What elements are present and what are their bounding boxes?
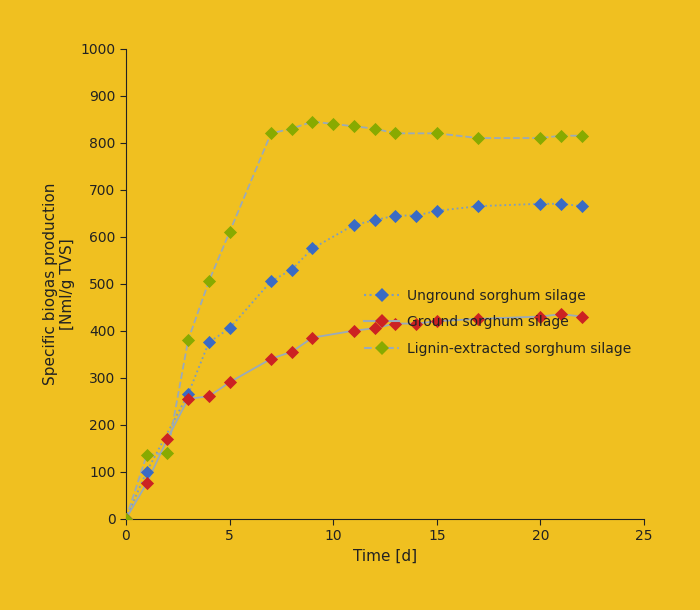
Point <box>390 129 401 138</box>
Point <box>431 129 442 138</box>
Point <box>224 323 235 333</box>
Point <box>473 201 484 211</box>
Point <box>349 220 360 230</box>
Point <box>286 124 297 134</box>
Point <box>390 210 401 220</box>
Point <box>369 124 380 134</box>
Point <box>369 323 380 333</box>
Point <box>431 206 442 216</box>
Point <box>576 131 587 140</box>
Point <box>349 121 360 131</box>
Point <box>307 117 318 126</box>
Point <box>265 276 276 286</box>
Point <box>183 394 194 404</box>
Point <box>431 317 442 326</box>
Point <box>410 210 421 220</box>
Y-axis label: Specific biogas production
[Nml/g TVS]: Specific biogas production [Nml/g TVS] <box>43 182 75 385</box>
Point <box>576 201 587 211</box>
Point <box>203 276 214 286</box>
Point <box>473 133 484 143</box>
Point <box>141 450 153 460</box>
Legend: Unground sorghum silage, Ground sorghum silage, Lignin-extracted sorghum silage: Unground sorghum silage, Ground sorghum … <box>358 283 637 361</box>
Point <box>535 199 546 209</box>
Point <box>224 378 235 387</box>
Point <box>307 243 318 253</box>
X-axis label: Time [d]: Time [d] <box>353 548 417 564</box>
Point <box>286 347 297 357</box>
Point <box>203 337 214 347</box>
Point <box>203 392 214 401</box>
Point <box>120 514 132 523</box>
Point <box>535 312 546 321</box>
Point <box>162 448 173 458</box>
Point <box>224 227 235 237</box>
Point <box>410 318 421 328</box>
Point <box>183 335 194 345</box>
Point <box>286 265 297 274</box>
Point <box>556 309 567 319</box>
Point <box>535 133 546 143</box>
Point <box>120 514 132 523</box>
Point <box>307 333 318 343</box>
Point <box>162 434 173 443</box>
Point <box>473 314 484 324</box>
Point <box>390 318 401 328</box>
Point <box>141 467 153 476</box>
Point <box>328 119 339 129</box>
Point <box>183 389 194 399</box>
Point <box>349 326 360 336</box>
Point <box>556 199 567 209</box>
Point <box>576 312 587 321</box>
Point <box>369 215 380 225</box>
Point <box>556 131 567 140</box>
Point <box>120 514 132 523</box>
Point <box>141 478 153 488</box>
Point <box>265 354 276 364</box>
Point <box>265 129 276 138</box>
